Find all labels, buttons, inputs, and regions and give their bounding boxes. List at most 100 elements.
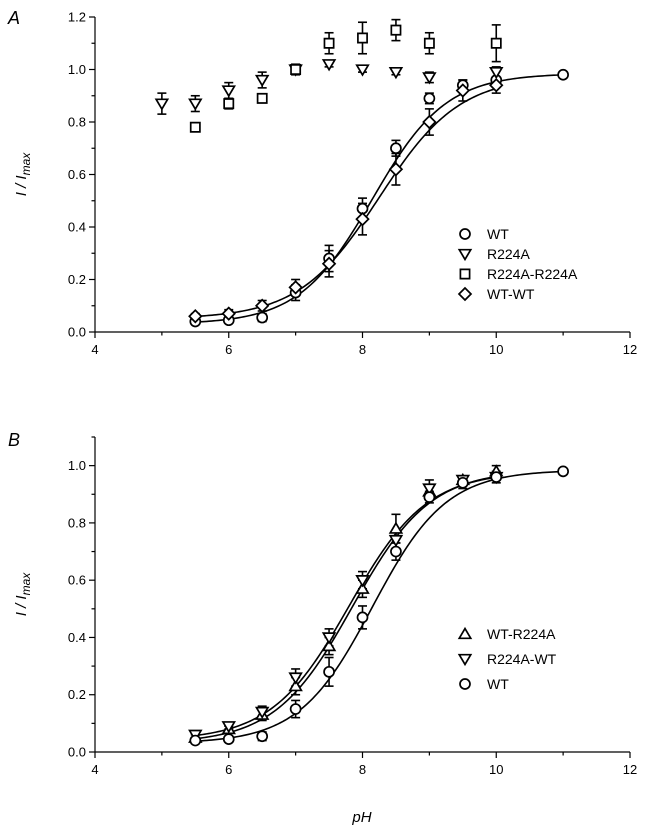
- data-point: [256, 730, 269, 743]
- data-point: [490, 471, 503, 483]
- fit-curve: [195, 476, 497, 737]
- y-tick-label: 1.2: [68, 10, 86, 25]
- data-point: [323, 37, 335, 49]
- data-point: [355, 211, 370, 227]
- data-point: [390, 24, 402, 36]
- y-tick-label: 0.4: [68, 630, 86, 645]
- legend-marker: [459, 228, 471, 240]
- x-tick-label: 12: [623, 762, 637, 777]
- x-tick-label: 8: [359, 762, 366, 777]
- data-point: [254, 298, 270, 313]
- data-point: [189, 121, 201, 133]
- data-point: [289, 703, 302, 715]
- y-tick-label: 0.6: [68, 167, 86, 182]
- data-point: [489, 66, 504, 80]
- data-point: [221, 721, 236, 734]
- panel-b: B 4 6 8 10 12 0.0 0.2 0.4 0.6 0.8 1.0 I / Imax WT-R22…: [8, 430, 637, 777]
- data-point: [423, 37, 435, 49]
- data-point: [221, 306, 236, 321]
- y-axis-title: I / Imax: [13, 572, 33, 617]
- legend-label: WT-R224A: [487, 626, 556, 642]
- data-point: [188, 309, 203, 324]
- y-tick-label: 0.6: [68, 573, 86, 588]
- y-tick-label: 1.0: [68, 458, 86, 473]
- y-tick-label: 1.0: [68, 62, 86, 77]
- legend-marker: [459, 678, 471, 690]
- y-axis-title-main: I / I: [13, 595, 30, 616]
- data-point: [357, 32, 368, 44]
- data-point: [355, 64, 370, 77]
- x-tick-label: 10: [489, 342, 503, 357]
- data-point: [388, 521, 404, 534]
- y-tick-label: 0.8: [68, 515, 86, 530]
- y-axis-title-subscript: max: [19, 572, 33, 596]
- data-point: [388, 162, 404, 177]
- data-point: [456, 476, 469, 489]
- data-point: [223, 98, 235, 110]
- legend-label: WT: [487, 226, 509, 242]
- x-tick-label: 6: [225, 342, 232, 357]
- panel-label: A: [7, 8, 20, 28]
- data-point: [422, 72, 437, 85]
- y-axis-title-subscript: max: [19, 152, 33, 176]
- y-tick-label: 0.2: [68, 687, 86, 702]
- legend-marker: [459, 268, 471, 280]
- data-point: [423, 92, 436, 105]
- x-tick-label: 4: [91, 762, 98, 777]
- data-point: [321, 638, 337, 652]
- legend: WT-R224A R224A-WT WT: [457, 626, 557, 692]
- x-axis-title: pH: [351, 809, 371, 826]
- data-point: [256, 311, 269, 324]
- data-point: [423, 491, 436, 503]
- y-tick-label: 0.0: [68, 745, 86, 760]
- data-point: [390, 142, 402, 155]
- data-point: [323, 665, 335, 678]
- data-point: [221, 85, 236, 98]
- data-point: [154, 98, 170, 111]
- legend-marker: [457, 653, 473, 667]
- data-point: [288, 672, 303, 685]
- data-point: [222, 733, 235, 745]
- fit-curve: [195, 87, 497, 318]
- x-tick-label: 10: [489, 762, 503, 777]
- data-point: [290, 64, 302, 75]
- fit-curve: [195, 470, 564, 743]
- data-point: [557, 465, 569, 478]
- data-point: [356, 611, 369, 624]
- data-point: [390, 545, 402, 558]
- data-point: [455, 83, 471, 98]
- x-tick-label: 6: [225, 762, 232, 777]
- legend-label: R224A-R224A: [487, 266, 578, 282]
- data-point: [355, 581, 370, 594]
- y-tick-label: 0.8: [68, 115, 86, 130]
- data-point: [355, 575, 370, 588]
- x-tick-label: 8: [359, 342, 366, 357]
- panel-label: B: [8, 430, 20, 450]
- legend-label: WT-WT: [487, 286, 535, 302]
- data-point: [189, 734, 202, 747]
- fit-curve: [195, 475, 497, 740]
- legend-label: R224A: [487, 246, 530, 262]
- x-tick-label: 12: [623, 342, 637, 357]
- x-tick-label: 4: [91, 342, 98, 357]
- data-point: [321, 59, 337, 72]
- legend-marker: [457, 286, 473, 302]
- y-tick-label: 0.4: [68, 220, 86, 235]
- y-tick-label: 0.0: [68, 325, 86, 340]
- panel-a: A 4 6 8 10 12 0.0 0.2 0.4 0.6 0.8 1.0 1.2 I / Imax WT R…: [7, 8, 637, 357]
- legend-marker: [457, 248, 473, 262]
- data-point: [422, 114, 437, 130]
- data-point: [288, 678, 303, 692]
- data-point: [321, 632, 337, 645]
- data-point: [188, 98, 203, 111]
- y-axis-title: I / Imax: [13, 152, 33, 197]
- legend: WT R224A R224A-R224A WT-WT: [457, 226, 578, 302]
- legend-label: WT: [487, 676, 509, 692]
- data-point: [321, 256, 337, 271]
- data-point: [254, 706, 270, 720]
- data-point: [422, 483, 437, 496]
- data-point: [254, 74, 270, 88]
- data-point: [557, 68, 569, 81]
- data-point: [489, 78, 504, 93]
- data-point: [388, 534, 404, 548]
